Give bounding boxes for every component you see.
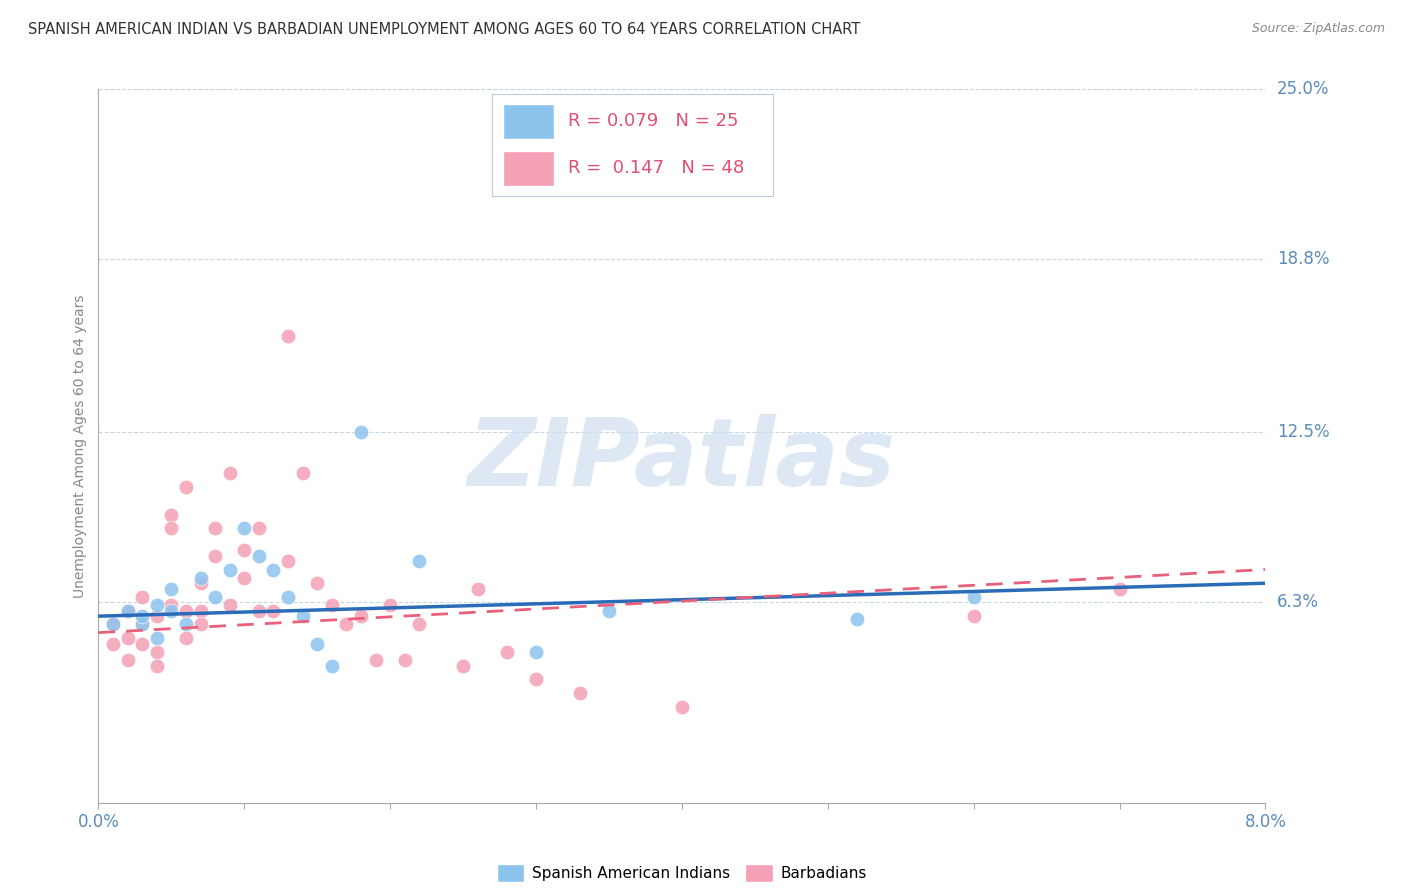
- Point: [146, 658, 169, 673]
- Point: [117, 604, 139, 618]
- Bar: [503, 151, 554, 186]
- Text: 25.0%: 25.0%: [1277, 80, 1330, 98]
- Point: [467, 582, 489, 596]
- Point: [364, 653, 387, 667]
- Point: [321, 598, 343, 612]
- Point: [496, 645, 519, 659]
- Point: [524, 645, 547, 659]
- Point: [204, 549, 226, 563]
- Text: 18.8%: 18.8%: [1277, 251, 1330, 268]
- Point: [408, 617, 430, 632]
- Point: [101, 617, 124, 632]
- Point: [146, 609, 169, 624]
- Point: [190, 604, 212, 618]
- Point: [146, 598, 169, 612]
- Bar: [503, 104, 554, 139]
- Point: [307, 576, 329, 591]
- Point: [962, 609, 984, 624]
- Point: [218, 562, 240, 576]
- Text: ZIPatlas: ZIPatlas: [468, 414, 896, 507]
- Point: [160, 582, 183, 596]
- Point: [598, 604, 620, 618]
- Point: [394, 653, 416, 667]
- Point: [117, 604, 139, 618]
- Point: [524, 673, 547, 687]
- Point: [350, 425, 373, 440]
- Point: [117, 631, 139, 645]
- Point: [131, 590, 153, 604]
- Point: [277, 590, 299, 604]
- Y-axis label: Unemployment Among Ages 60 to 64 years: Unemployment Among Ages 60 to 64 years: [73, 294, 87, 598]
- Point: [671, 699, 693, 714]
- Point: [131, 617, 153, 632]
- Point: [291, 467, 314, 481]
- Point: [262, 562, 284, 576]
- Point: [174, 631, 197, 645]
- Point: [1108, 582, 1130, 596]
- Point: [218, 467, 240, 481]
- Text: SPANISH AMERICAN INDIAN VS BARBADIAN UNEMPLOYMENT AMONG AGES 60 TO 64 YEARS CORR: SPANISH AMERICAN INDIAN VS BARBADIAN UNE…: [28, 22, 860, 37]
- Point: [233, 521, 256, 535]
- Point: [335, 617, 357, 632]
- Legend: Spanish American Indians, Barbadians: Spanish American Indians, Barbadians: [491, 858, 873, 888]
- Point: [451, 658, 474, 673]
- Point: [845, 612, 868, 626]
- Point: [131, 637, 153, 651]
- Point: [350, 609, 373, 624]
- Point: [160, 598, 183, 612]
- Point: [131, 617, 153, 632]
- Point: [190, 571, 212, 585]
- Text: R = 0.079   N = 25: R = 0.079 N = 25: [568, 112, 738, 130]
- Point: [146, 645, 169, 659]
- Point: [204, 590, 226, 604]
- Point: [321, 658, 343, 673]
- Point: [190, 576, 212, 591]
- Point: [101, 637, 124, 651]
- Point: [117, 653, 139, 667]
- Point: [247, 521, 270, 535]
- Text: 12.5%: 12.5%: [1277, 424, 1330, 442]
- Text: 6.3%: 6.3%: [1277, 593, 1319, 611]
- Point: [408, 554, 430, 568]
- Point: [378, 598, 402, 612]
- Point: [247, 549, 270, 563]
- Point: [262, 604, 284, 618]
- Point: [233, 571, 256, 585]
- Point: [568, 686, 591, 700]
- Point: [174, 604, 197, 618]
- Point: [233, 543, 256, 558]
- Point: [962, 590, 984, 604]
- Point: [277, 329, 299, 343]
- Point: [174, 480, 197, 494]
- Point: [101, 617, 124, 632]
- Point: [204, 521, 226, 535]
- Point: [131, 609, 153, 624]
- Point: [174, 617, 197, 632]
- Text: Source: ZipAtlas.com: Source: ZipAtlas.com: [1251, 22, 1385, 36]
- Point: [146, 631, 169, 645]
- Text: R =  0.147   N = 48: R = 0.147 N = 48: [568, 159, 744, 177]
- Point: [160, 521, 183, 535]
- Point: [307, 637, 329, 651]
- Point: [160, 604, 183, 618]
- Point: [247, 604, 270, 618]
- Point: [190, 617, 212, 632]
- Point: [218, 598, 240, 612]
- Point: [291, 609, 314, 624]
- Point: [160, 508, 183, 522]
- Point: [277, 554, 299, 568]
